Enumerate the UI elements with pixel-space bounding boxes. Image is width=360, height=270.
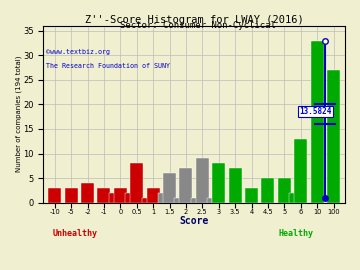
Bar	[125, 193, 132, 203]
X-axis label: Score: Score	[179, 216, 209, 226]
Bar	[175, 198, 181, 203]
Bar	[48, 188, 61, 203]
Bar	[179, 168, 193, 203]
Bar	[130, 163, 143, 203]
Bar	[294, 139, 307, 203]
Bar	[97, 188, 111, 203]
Y-axis label: Number of companies (194 total): Number of companies (194 total)	[15, 56, 22, 173]
Bar	[158, 193, 165, 203]
Bar	[196, 158, 209, 203]
Bar	[212, 163, 225, 203]
Bar	[212, 183, 225, 203]
Bar	[327, 70, 340, 203]
Text: Sector: Consumer Non-Cyclical: Sector: Consumer Non-Cyclical	[120, 21, 276, 30]
Bar	[109, 193, 116, 203]
Bar	[261, 178, 274, 203]
Bar	[278, 178, 291, 203]
Bar	[289, 193, 296, 203]
Bar	[114, 188, 127, 203]
Text: 13.5824: 13.5824	[299, 107, 332, 116]
Bar	[81, 183, 94, 203]
Text: The Research Foundation of SUNY: The Research Foundation of SUNY	[46, 63, 170, 69]
Bar	[141, 198, 148, 203]
Bar	[163, 173, 176, 203]
Bar	[245, 188, 258, 203]
Bar	[147, 188, 160, 203]
Bar	[311, 40, 324, 203]
Bar	[191, 198, 197, 203]
Bar	[64, 188, 78, 203]
Text: Unhealthy: Unhealthy	[52, 229, 97, 238]
Text: ©www.textbiz.org: ©www.textbiz.org	[46, 49, 110, 55]
Title: Z''-Score Histogram for LWAY (2016): Z''-Score Histogram for LWAY (2016)	[85, 15, 303, 25]
Bar	[207, 198, 214, 203]
Bar	[229, 168, 242, 203]
Text: Healthy: Healthy	[279, 229, 314, 238]
